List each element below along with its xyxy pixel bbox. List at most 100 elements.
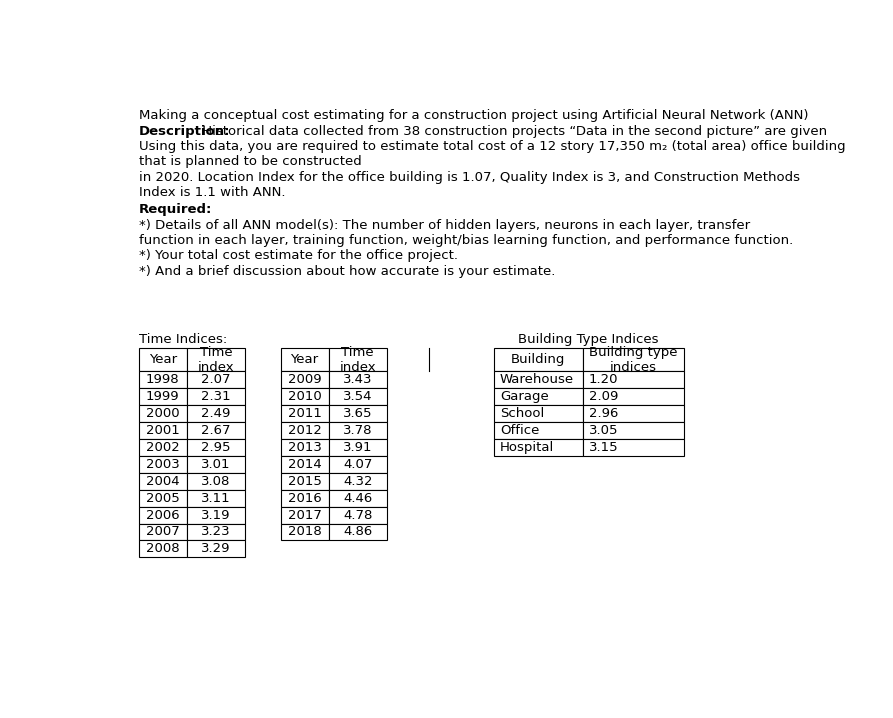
Text: Year: Year: [149, 353, 177, 366]
Text: 3.08: 3.08: [201, 475, 230, 488]
Bar: [187, 456, 245, 472]
Text: *) Your total cost estimate for the office project.: *) Your total cost estimate for the offi…: [138, 249, 458, 262]
Bar: [187, 490, 245, 507]
Bar: [187, 388, 245, 405]
Text: 3.15: 3.15: [589, 441, 619, 454]
Text: Garage: Garage: [500, 390, 548, 403]
Bar: [583, 348, 683, 371]
Text: 2006: 2006: [146, 508, 179, 521]
Bar: [280, 507, 329, 523]
Bar: [329, 472, 387, 490]
Text: 3.23: 3.23: [201, 526, 230, 538]
Text: 4.32: 4.32: [343, 475, 372, 488]
Bar: [187, 348, 245, 371]
Bar: [138, 523, 187, 541]
Bar: [187, 523, 245, 541]
Text: Hospital: Hospital: [500, 441, 555, 454]
Bar: [329, 490, 387, 507]
Text: 2009: 2009: [288, 373, 321, 386]
Bar: [280, 472, 329, 490]
Text: 2017: 2017: [288, 508, 321, 521]
Text: 2003: 2003: [146, 458, 179, 471]
Text: 3.43: 3.43: [343, 373, 372, 386]
Text: 2014: 2014: [288, 458, 321, 471]
Text: 2004: 2004: [146, 475, 179, 488]
Text: 3.91: 3.91: [343, 441, 372, 454]
Text: function in each layer, training function, weight/bias learning function, and pe: function in each layer, training functio…: [138, 234, 793, 247]
Bar: [583, 422, 683, 439]
Text: that is planned to be constructed: that is planned to be constructed: [138, 156, 362, 169]
Text: 2.49: 2.49: [201, 407, 230, 420]
Text: 2011: 2011: [288, 407, 321, 420]
Text: 2016: 2016: [288, 492, 321, 505]
Text: Building type
indices: Building type indices: [589, 345, 678, 373]
Text: Building Type Indices: Building Type Indices: [519, 332, 659, 345]
Text: *) And a brief discussion about how accurate is your estimate.: *) And a brief discussion about how accu…: [138, 265, 555, 278]
Bar: [138, 348, 187, 371]
Bar: [187, 405, 245, 422]
Bar: [187, 422, 245, 439]
Bar: [329, 371, 387, 388]
Bar: [280, 490, 329, 507]
Text: Using this data, you are required to estimate total cost of a 12 story 17,350 m₂: Using this data, you are required to est…: [138, 140, 846, 153]
Text: 1.20: 1.20: [589, 373, 619, 386]
Text: *) Details of all ANN model(s): The number of hidden layers, neurons in each lay: *) Details of all ANN model(s): The numb…: [138, 218, 750, 232]
Text: Making a conceptual cost estimating for a construction project using Artificial : Making a conceptual cost estimating for …: [138, 109, 808, 122]
Bar: [329, 523, 387, 541]
Text: 4.86: 4.86: [343, 526, 372, 538]
Bar: [329, 348, 387, 371]
Text: Year: Year: [290, 353, 319, 366]
Bar: [187, 541, 245, 557]
Text: 3.01: 3.01: [201, 458, 230, 471]
Bar: [583, 371, 683, 388]
Bar: [280, 422, 329, 439]
Text: Historical data collected from 38 construction projects “Data in the second pict: Historical data collected from 38 constr…: [197, 125, 827, 138]
Bar: [280, 371, 329, 388]
Text: Warehouse: Warehouse: [500, 373, 574, 386]
Bar: [329, 422, 387, 439]
Bar: [138, 490, 187, 507]
Text: 2001: 2001: [146, 424, 179, 437]
Text: 4.78: 4.78: [343, 508, 372, 521]
Text: 4.07: 4.07: [343, 458, 372, 471]
Bar: [138, 422, 187, 439]
Text: 2.95: 2.95: [201, 441, 230, 454]
Bar: [280, 439, 329, 456]
Text: 3.78: 3.78: [343, 424, 372, 437]
Bar: [138, 439, 187, 456]
Bar: [138, 472, 187, 490]
Text: 2002: 2002: [146, 441, 179, 454]
Text: 2015: 2015: [288, 475, 321, 488]
Text: School: School: [500, 407, 544, 420]
Bar: [494, 371, 583, 388]
Text: 3.65: 3.65: [343, 407, 372, 420]
Bar: [280, 523, 329, 541]
Text: 2000: 2000: [146, 407, 179, 420]
Bar: [583, 388, 683, 405]
Bar: [494, 405, 583, 422]
Text: Time
index: Time index: [339, 345, 376, 373]
Bar: [280, 388, 329, 405]
Text: Required:: Required:: [138, 203, 213, 216]
Text: Office: Office: [500, 424, 539, 437]
Text: 2010: 2010: [288, 390, 321, 403]
Text: 2005: 2005: [146, 492, 179, 505]
Text: 1999: 1999: [146, 390, 179, 403]
Bar: [329, 405, 387, 422]
Text: 2.07: 2.07: [201, 373, 230, 386]
Text: in 2020. Location Index for the office building is 1.07, Quality Index is 3, and: in 2020. Location Index for the office b…: [138, 171, 800, 184]
Text: 2013: 2013: [288, 441, 321, 454]
Bar: [138, 456, 187, 472]
Text: 2.67: 2.67: [201, 424, 230, 437]
Bar: [138, 371, 187, 388]
Text: 3.11: 3.11: [201, 492, 230, 505]
Bar: [187, 507, 245, 523]
Text: 4.46: 4.46: [343, 492, 372, 505]
Bar: [494, 422, 583, 439]
Text: 2018: 2018: [288, 526, 321, 538]
Text: 2.31: 2.31: [201, 390, 230, 403]
Text: 3.29: 3.29: [201, 542, 230, 556]
Text: 2.96: 2.96: [589, 407, 618, 420]
Bar: [329, 456, 387, 472]
Text: Time Indices:: Time Indices:: [138, 332, 227, 345]
